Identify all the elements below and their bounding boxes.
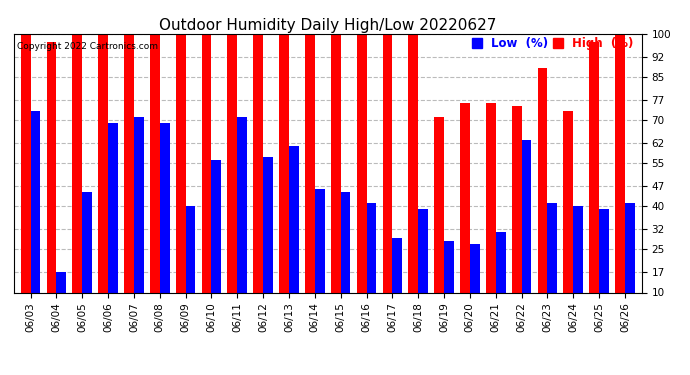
Bar xyxy=(418,209,428,321)
Bar xyxy=(573,206,583,321)
Bar xyxy=(186,206,195,321)
Bar xyxy=(486,103,495,321)
Bar xyxy=(444,241,454,321)
Bar xyxy=(625,203,635,321)
Bar xyxy=(279,34,289,321)
Bar xyxy=(160,123,170,321)
Bar xyxy=(211,160,221,321)
Bar xyxy=(522,140,531,321)
Bar xyxy=(228,34,237,321)
Bar xyxy=(150,34,160,321)
Bar xyxy=(72,34,82,321)
Bar xyxy=(201,34,211,321)
Bar xyxy=(357,34,366,321)
Bar xyxy=(98,34,108,321)
Text: Copyright 2022 Cartronics.com: Copyright 2022 Cartronics.com xyxy=(17,42,158,51)
Bar xyxy=(134,117,144,321)
Bar xyxy=(341,192,351,321)
Bar xyxy=(599,209,609,321)
Bar xyxy=(263,158,273,321)
Bar xyxy=(57,272,66,321)
Bar xyxy=(21,34,30,321)
Bar xyxy=(47,42,57,321)
Bar xyxy=(495,232,506,321)
Bar xyxy=(331,34,341,321)
Bar xyxy=(460,103,470,321)
Bar xyxy=(108,123,118,321)
Bar xyxy=(382,34,393,321)
Bar xyxy=(538,68,547,321)
Bar xyxy=(408,34,418,321)
Bar xyxy=(589,42,599,321)
Bar xyxy=(366,203,376,321)
Bar xyxy=(30,111,41,321)
Bar xyxy=(82,192,92,321)
Bar xyxy=(547,203,558,321)
Bar xyxy=(393,238,402,321)
Title: Outdoor Humidity Daily High/Low 20220627: Outdoor Humidity Daily High/Low 20220627 xyxy=(159,18,496,33)
Bar xyxy=(470,244,480,321)
Bar xyxy=(305,34,315,321)
Bar xyxy=(434,117,444,321)
Bar xyxy=(124,34,134,321)
Bar xyxy=(512,106,522,321)
Bar xyxy=(253,34,263,321)
Bar xyxy=(289,146,299,321)
Bar xyxy=(615,34,625,321)
Bar xyxy=(564,111,573,321)
Bar xyxy=(237,117,247,321)
Bar xyxy=(315,189,325,321)
Bar xyxy=(176,34,186,321)
Legend: Low  (%), High  (%): Low (%), High (%) xyxy=(470,34,635,52)
